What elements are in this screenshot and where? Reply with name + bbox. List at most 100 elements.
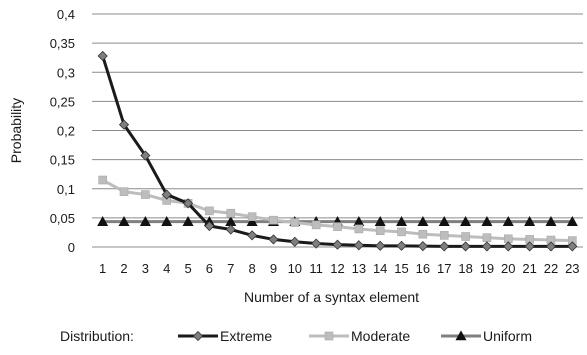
x-tick-label: 5 xyxy=(184,261,191,276)
data-point xyxy=(118,216,130,226)
data-point xyxy=(332,239,343,250)
y-tick-label: 0,3 xyxy=(57,65,75,80)
y-axis-label: Probability xyxy=(8,98,24,163)
x-tick-label: 8 xyxy=(248,261,255,276)
data-point xyxy=(118,119,130,130)
data-point xyxy=(204,220,215,232)
data-point xyxy=(269,215,278,225)
x-tick-label: 9 xyxy=(270,261,277,276)
y-tick-label: 0,15 xyxy=(50,153,75,168)
y-tick-label: 0,25 xyxy=(50,94,75,109)
legend-item-uniform: Uniform xyxy=(441,328,532,344)
x-tick-label: 18 xyxy=(458,261,472,276)
legend-label: Extreme xyxy=(220,328,272,344)
legend-label: Uniform xyxy=(483,328,532,344)
data-point xyxy=(353,240,364,251)
series-layer xyxy=(97,50,578,252)
data-point xyxy=(161,216,173,226)
data-point xyxy=(545,241,557,252)
data-point xyxy=(97,216,109,226)
data-point xyxy=(247,230,258,241)
legend-title: Distribution: xyxy=(60,328,134,344)
data-point xyxy=(481,241,493,252)
data-point xyxy=(374,216,386,226)
data-point xyxy=(268,234,279,245)
data-point xyxy=(482,233,492,242)
data-point xyxy=(524,241,535,252)
x-axis-ticks: 1 2 3 4 5 6 7 8 9 10 11 12 13 14 15 16 17 18 19 20 21 22 23 xyxy=(99,261,580,276)
x-tick-label: 22 xyxy=(544,261,558,276)
x-tick-label: 12 xyxy=(330,261,344,276)
data-point xyxy=(289,236,300,247)
data-point xyxy=(396,216,408,226)
y-tick-label: 0 xyxy=(68,240,75,255)
legend: Distribution: Extreme Moderate Uniform xyxy=(60,328,532,344)
gridlines xyxy=(92,13,583,219)
legend-marker xyxy=(455,330,467,341)
data-point xyxy=(439,231,449,240)
data-point xyxy=(333,222,342,231)
data-point xyxy=(438,216,450,226)
y-tick-label: 0,2 xyxy=(57,124,75,139)
data-point xyxy=(141,190,150,199)
data-point xyxy=(567,241,578,252)
data-point xyxy=(290,218,300,227)
data-point xyxy=(161,189,172,200)
legend-item-moderate: Moderate xyxy=(309,328,410,344)
data-point xyxy=(566,216,578,226)
legend-label: Moderate xyxy=(351,328,410,344)
data-point xyxy=(439,241,450,252)
x-tick-label: 13 xyxy=(352,261,366,276)
data-point xyxy=(396,240,407,251)
x-tick-label: 7 xyxy=(227,261,234,276)
x-tick-label: 19 xyxy=(480,261,494,276)
x-tick-label: 21 xyxy=(522,261,536,276)
data-point xyxy=(140,150,151,161)
legend-items: Extreme Moderate Uniform xyxy=(178,328,532,344)
data-point xyxy=(417,216,429,226)
x-tick-label: 15 xyxy=(394,261,408,276)
x-tick-label: 23 xyxy=(565,261,579,276)
data-point xyxy=(460,241,471,252)
data-point xyxy=(311,238,322,249)
x-tick-label: 1 xyxy=(99,261,106,276)
data-point xyxy=(418,229,428,239)
x-tick-label: 2 xyxy=(120,261,127,276)
data-point xyxy=(502,216,514,226)
data-point xyxy=(226,208,236,218)
series-uniform xyxy=(97,216,578,226)
legend-item-extreme: Extreme xyxy=(178,328,272,344)
data-point xyxy=(375,226,385,235)
data-point xyxy=(545,216,557,226)
data-point xyxy=(182,198,194,209)
x-tick-label: 11 xyxy=(309,261,323,276)
x-tick-label: 4 xyxy=(163,261,170,276)
data-point xyxy=(311,220,321,230)
legend-marker xyxy=(192,330,204,342)
data-point xyxy=(225,224,236,235)
data-point xyxy=(417,241,428,252)
data-point xyxy=(460,216,472,226)
data-point xyxy=(503,241,514,252)
data-point xyxy=(119,187,129,196)
data-point xyxy=(205,206,214,216)
y-axis-ticks: 0 0,05 0,1 0,15 0,2 0,25 0,3 0,35 0,4 xyxy=(50,7,75,255)
data-point xyxy=(247,212,257,222)
x-tick-label: 16 xyxy=(416,261,430,276)
data-point xyxy=(481,216,493,226)
legend-marker xyxy=(324,331,334,341)
y-tick-label: 0,1 xyxy=(57,182,75,197)
data-point xyxy=(98,175,107,185)
data-point xyxy=(354,224,364,234)
x-tick-label: 20 xyxy=(501,261,515,276)
data-point xyxy=(139,216,151,226)
x-tick-label: 14 xyxy=(373,261,387,276)
x-tick-label: 17 xyxy=(437,261,451,276)
data-point xyxy=(397,227,406,237)
data-point xyxy=(524,216,536,226)
x-tick-label: 6 xyxy=(206,261,213,276)
data-point xyxy=(461,232,470,241)
x-axis-label: Number of a syntax element xyxy=(244,289,419,305)
